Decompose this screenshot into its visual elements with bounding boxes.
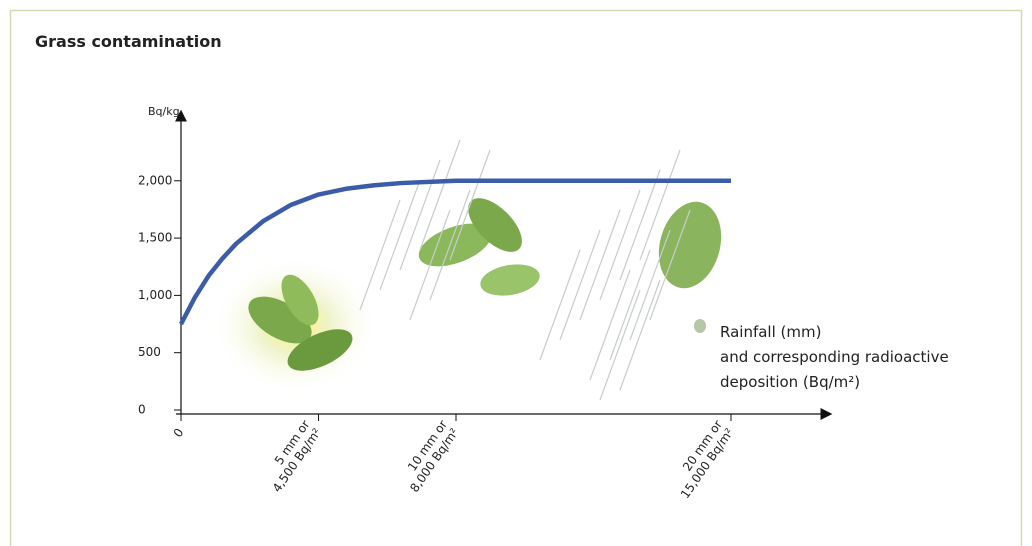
rain-streak [540,250,580,360]
x-axis-label: and corresponding radioactive [720,348,949,366]
chart-title: Grass contamination [35,32,222,51]
chart: Grass contamination Bq/kg 0 500 1,000 1,500… [0,0,1032,546]
rain-streak [620,170,660,280]
rain-streak [630,230,670,340]
y-tick-label: 2,000 [138,173,172,187]
y-tick-label: 0 [138,403,146,417]
x-axis-label: deposition (Bq/m²) [720,373,860,391]
rain-streak [600,290,640,400]
y-tick-label: 500 [138,345,161,359]
rain-streak [580,210,620,320]
x-tick-label: 5 mm or4,500 Bq/m² [258,418,324,495]
x-tick-label: 10 mm or8,000 Bq/m² [396,418,462,495]
rain-streak [600,190,640,300]
y-tick-label: 1,500 [138,231,172,245]
rain-streak [360,200,400,310]
y-tick-label: 1,000 [138,288,172,302]
x-tick-label: 20 mm or15,000 Bq/m² [666,418,736,502]
rain-streak [380,180,420,290]
rain-streak [620,280,660,390]
rain-streak [590,270,630,380]
illustration [210,189,730,395]
page: Grass contamination Bq/kg 0 500 1,000 1,500… [0,0,1032,546]
y-axis-label: Bq/kg [148,105,180,118]
x-axis-label: Rainfall (mm) [720,323,821,341]
rain-streak [560,230,600,340]
rain-streak [610,250,650,360]
x-tick-label: 0 [171,426,187,440]
